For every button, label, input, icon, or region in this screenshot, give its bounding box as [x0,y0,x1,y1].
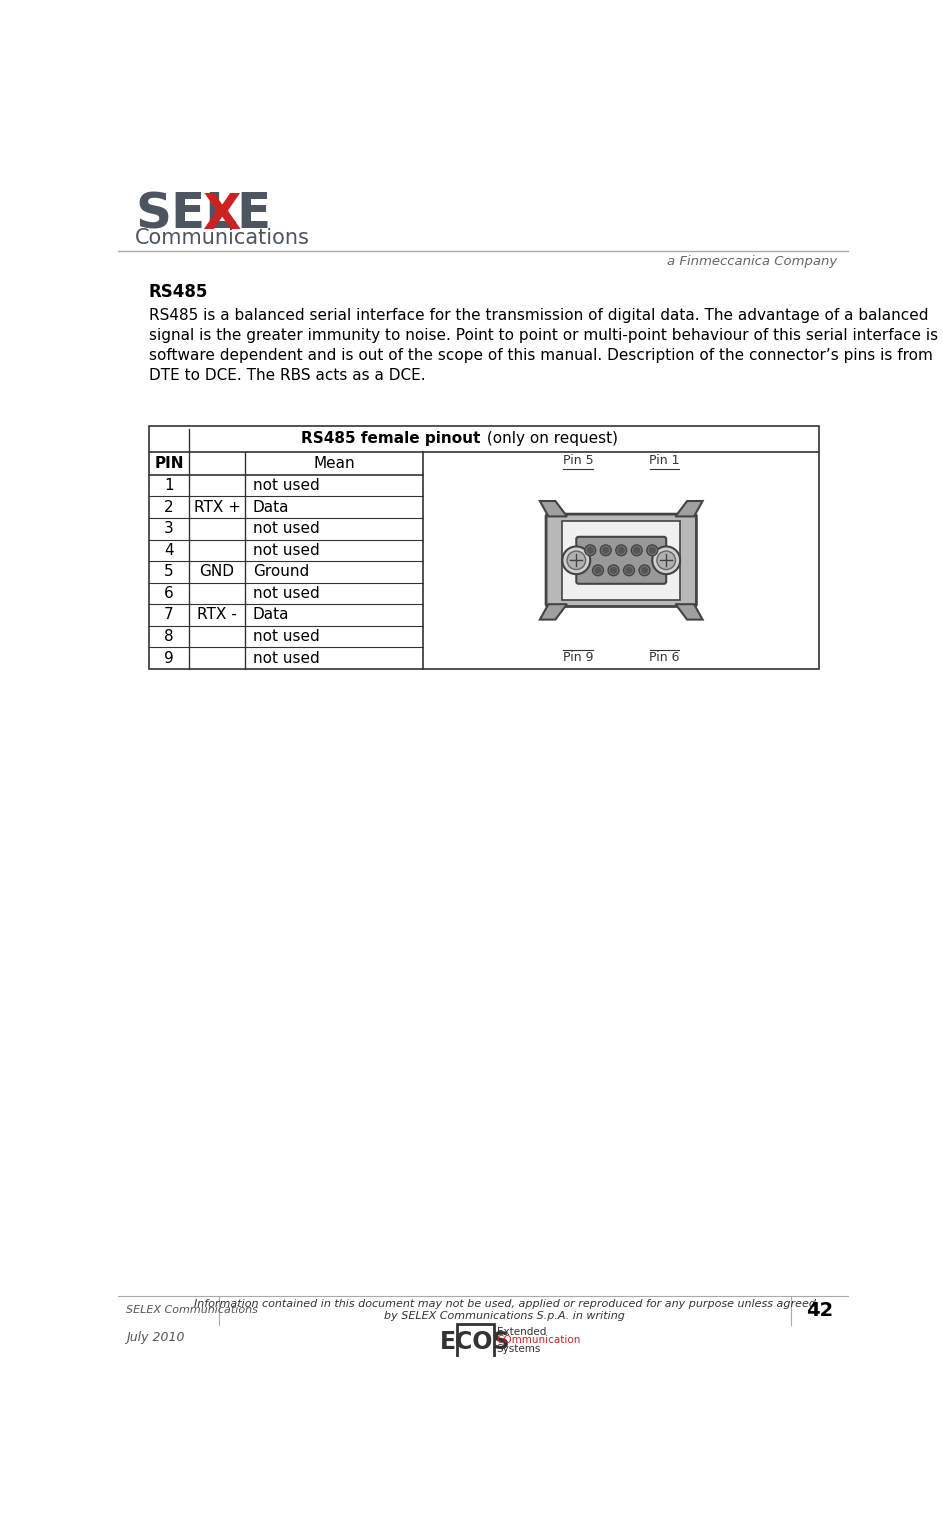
Text: SELE: SELE [135,191,271,239]
Text: signal is the greater immunity to noise. Point to point or multi-point behaviour: signal is the greater immunity to noise.… [149,328,938,343]
Text: X: X [202,191,240,239]
Circle shape [585,544,596,555]
Text: 8: 8 [164,628,174,644]
Text: RS485 is a balanced serial interface for the transmission of digital data. The a: RS485 is a balanced serial interface for… [149,308,928,323]
FancyBboxPatch shape [546,514,697,607]
Text: not used: not used [253,522,320,537]
Bar [562,522,680,599]
Text: 1: 1 [164,479,174,493]
Text: 9: 9 [164,651,174,665]
Circle shape [619,547,624,554]
Text: not used: not used [253,543,320,558]
Circle shape [641,567,648,573]
Text: Communications: Communications [135,227,310,247]
Circle shape [608,564,619,576]
Text: 6: 6 [164,586,174,601]
Text: not used: not used [253,586,320,601]
Circle shape [616,544,627,555]
Bar [149,425,819,669]
Text: Data: Data [253,607,290,622]
Bar [456,1324,494,1360]
Text: 42: 42 [806,1301,834,1319]
Circle shape [657,551,675,569]
Polygon shape [675,604,703,619]
Text: Mean: Mean [313,456,355,471]
Polygon shape [675,502,703,517]
Text: RS485: RS485 [149,284,208,300]
Text: 5: 5 [164,564,174,580]
Text: Pin 1: Pin 1 [649,454,679,467]
Circle shape [634,547,640,554]
Text: Pin 5: Pin 5 [563,454,594,467]
Text: RS485 female pinout: RS485 female pinout [301,432,480,447]
Text: PIN: PIN [155,456,184,471]
Polygon shape [539,604,567,619]
Text: not used: not used [253,651,320,665]
Text: DTE to DCE. The RBS acts as a DCE.: DTE to DCE. The RBS acts as a DCE. [149,368,425,383]
Circle shape [647,544,657,555]
Text: July 2010: July 2010 [125,1331,184,1345]
Circle shape [653,546,680,573]
Circle shape [639,564,650,576]
Text: not used: not used [253,479,320,493]
Circle shape [626,567,632,573]
Text: COmmunication: COmmunication [497,1336,581,1345]
Circle shape [631,544,642,555]
Circle shape [562,546,590,573]
Text: 2: 2 [164,500,174,514]
Text: RTX +: RTX + [193,500,240,514]
Text: RTX -: RTX - [197,607,237,622]
Circle shape [610,567,617,573]
Text: 4: 4 [164,543,174,558]
Text: 7: 7 [164,607,174,622]
Text: Pin 9: Pin 9 [563,651,593,665]
Circle shape [567,551,586,569]
Circle shape [603,547,609,554]
Circle shape [623,564,635,576]
Text: Data: Data [253,500,290,514]
Circle shape [592,564,604,576]
Text: Information contained in this document may not be used, applied or reproduced fo: Information contained in this document m… [193,1299,816,1321]
Text: GND: GND [200,564,235,580]
Circle shape [587,547,593,554]
FancyBboxPatch shape [576,537,666,584]
Text: not used: not used [253,628,320,644]
Circle shape [601,544,611,555]
Text: Systems: Systems [497,1344,541,1354]
Text: Ground: Ground [253,564,309,580]
Text: software dependent and is out of the scope of this manual. Description of the co: software dependent and is out of the sco… [149,348,933,363]
Text: Extended: Extended [497,1327,546,1337]
Text: SELEX Communications: SELEX Communications [125,1305,257,1315]
Text: (only on request): (only on request) [482,432,618,447]
Text: a Finmeccanica Company: a Finmeccanica Company [667,255,837,267]
Circle shape [649,547,655,554]
Text: 3: 3 [164,522,174,537]
Circle shape [595,567,601,573]
Polygon shape [539,502,567,517]
Text: Pin 6: Pin 6 [649,651,679,665]
Text: ECOS: ECOS [439,1330,510,1354]
